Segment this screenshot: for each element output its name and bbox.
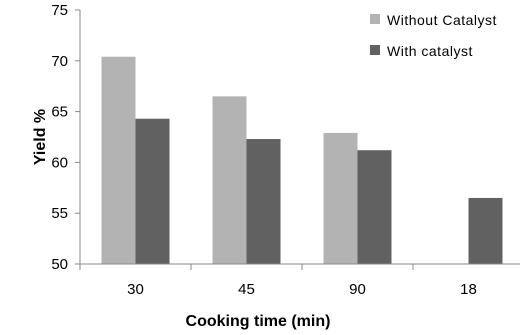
x-tick-label: 45 xyxy=(238,281,255,298)
y-axis-ticks: 50 55 60 65 70 75 xyxy=(51,2,80,273)
y-axis-title: Yield % xyxy=(32,109,49,165)
legend-swatch-without-catalyst xyxy=(370,14,380,24)
bars xyxy=(101,56,503,265)
y-tick-label: 60 xyxy=(51,154,68,171)
y-tick-label: 65 xyxy=(51,104,68,121)
legend: Without Catalyst With catalyst xyxy=(370,12,497,59)
x-axis-title: Cooking time (min) xyxy=(186,313,331,330)
x-tick-label: 30 xyxy=(127,281,144,298)
y-tick-label: 50 xyxy=(51,256,68,273)
legend-label-without-catalyst: Without Catalyst xyxy=(387,12,497,28)
y-tick-label: 55 xyxy=(51,205,68,222)
bar-with-catalyst-18 xyxy=(468,197,503,264)
bar-without-catalyst-45 xyxy=(212,96,247,264)
bar-without-catalyst-30 xyxy=(101,56,136,265)
x-axis-ticks: 30 45 90 18 xyxy=(79,264,477,298)
legend-swatch-with-catalyst xyxy=(370,45,380,55)
bar-with-catalyst-45 xyxy=(246,139,281,264)
bar-without-catalyst-90 xyxy=(323,132,358,264)
x-tick-label: 18 xyxy=(460,281,477,298)
y-tick-label: 70 xyxy=(51,53,68,70)
bar-with-catalyst-30 xyxy=(135,118,170,264)
x-tick-label: 90 xyxy=(349,281,366,298)
y-tick-label: 75 xyxy=(51,2,68,19)
bar-with-catalyst-90 xyxy=(357,150,392,264)
legend-label-with-catalyst: With catalyst xyxy=(387,43,473,59)
